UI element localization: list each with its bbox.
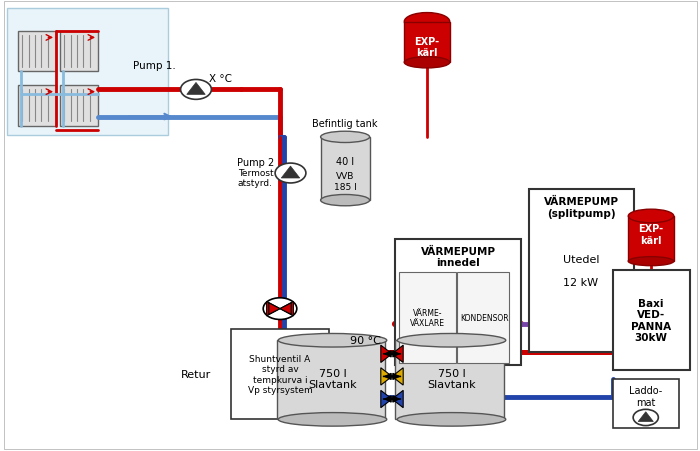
Ellipse shape bbox=[629, 257, 673, 266]
Bar bbox=[612, 271, 690, 370]
Bar bbox=[7, 9, 168, 135]
Text: Termost
atstyrd.: Termost atstyrd. bbox=[238, 169, 273, 188]
Polygon shape bbox=[269, 303, 280, 315]
Polygon shape bbox=[280, 303, 291, 315]
Text: VVB
185 l: VVB 185 l bbox=[334, 172, 356, 191]
Bar bbox=[276, 341, 385, 419]
Text: Laddo-
mat: Laddo- mat bbox=[629, 386, 662, 407]
Polygon shape bbox=[392, 391, 403, 408]
Bar bbox=[457, 273, 509, 363]
Ellipse shape bbox=[398, 334, 505, 347]
Ellipse shape bbox=[321, 132, 370, 143]
Ellipse shape bbox=[629, 210, 673, 223]
Polygon shape bbox=[392, 368, 403, 385]
Ellipse shape bbox=[279, 413, 386, 426]
Bar bbox=[60, 32, 98, 72]
Circle shape bbox=[181, 80, 211, 100]
Bar bbox=[612, 379, 679, 428]
Polygon shape bbox=[381, 368, 392, 385]
Text: 750 l
Slavtank: 750 l Slavtank bbox=[427, 368, 476, 390]
Bar bbox=[18, 86, 56, 126]
Ellipse shape bbox=[321, 195, 370, 206]
Text: EXP-
kärl: EXP- kärl bbox=[414, 37, 440, 58]
Bar bbox=[629, 216, 673, 262]
Polygon shape bbox=[392, 345, 403, 363]
Text: VÄRME-
VÄXLARE: VÄRME- VÄXLARE bbox=[410, 308, 445, 327]
Polygon shape bbox=[281, 167, 300, 179]
Text: Retur: Retur bbox=[181, 369, 211, 379]
Ellipse shape bbox=[279, 334, 386, 347]
Text: VÄRMEPUMP
innedel: VÄRMEPUMP innedel bbox=[421, 246, 496, 268]
Text: Utedel

12 kW: Utedel 12 kW bbox=[563, 254, 599, 287]
Text: Shuntventil A
styrd av
tempkurva i
Vp styrsystem: Shuntventil A styrd av tempkurva i Vp st… bbox=[248, 354, 312, 394]
Circle shape bbox=[275, 164, 306, 184]
Ellipse shape bbox=[405, 57, 449, 69]
Bar bbox=[321, 138, 370, 201]
Bar bbox=[399, 273, 456, 363]
Bar bbox=[528, 189, 634, 352]
Text: X °C: X °C bbox=[209, 74, 232, 84]
Text: VÄRMEPUMP
(splitpump): VÄRMEPUMP (splitpump) bbox=[543, 197, 619, 218]
Bar bbox=[18, 32, 56, 72]
Bar bbox=[395, 239, 522, 365]
Bar bbox=[395, 341, 504, 419]
Bar bbox=[60, 86, 98, 126]
Polygon shape bbox=[280, 302, 293, 316]
Polygon shape bbox=[381, 391, 392, 408]
Text: 90 °C: 90 °C bbox=[350, 336, 381, 345]
Polygon shape bbox=[187, 83, 205, 95]
Text: Befintlig tank: Befintlig tank bbox=[312, 119, 378, 129]
Circle shape bbox=[263, 298, 297, 320]
Polygon shape bbox=[381, 345, 392, 363]
Circle shape bbox=[633, 410, 658, 426]
Bar bbox=[405, 23, 450, 63]
Polygon shape bbox=[267, 302, 280, 316]
Text: EXP-
kärl: EXP- kärl bbox=[638, 224, 664, 245]
Polygon shape bbox=[638, 412, 653, 422]
Text: Baxi
VED-
PANNA
30kW: Baxi VED- PANNA 30kW bbox=[631, 298, 671, 343]
Text: Pump 1.: Pump 1. bbox=[132, 60, 176, 70]
Text: 750 l
Slavtank: 750 l Slavtank bbox=[308, 368, 357, 390]
Ellipse shape bbox=[405, 14, 449, 32]
Bar bbox=[231, 329, 329, 419]
Ellipse shape bbox=[398, 413, 505, 426]
Text: KONDENSOR: KONDENSOR bbox=[461, 313, 509, 322]
Text: 40 l: 40 l bbox=[336, 156, 354, 166]
Text: Pump 2: Pump 2 bbox=[237, 157, 274, 167]
